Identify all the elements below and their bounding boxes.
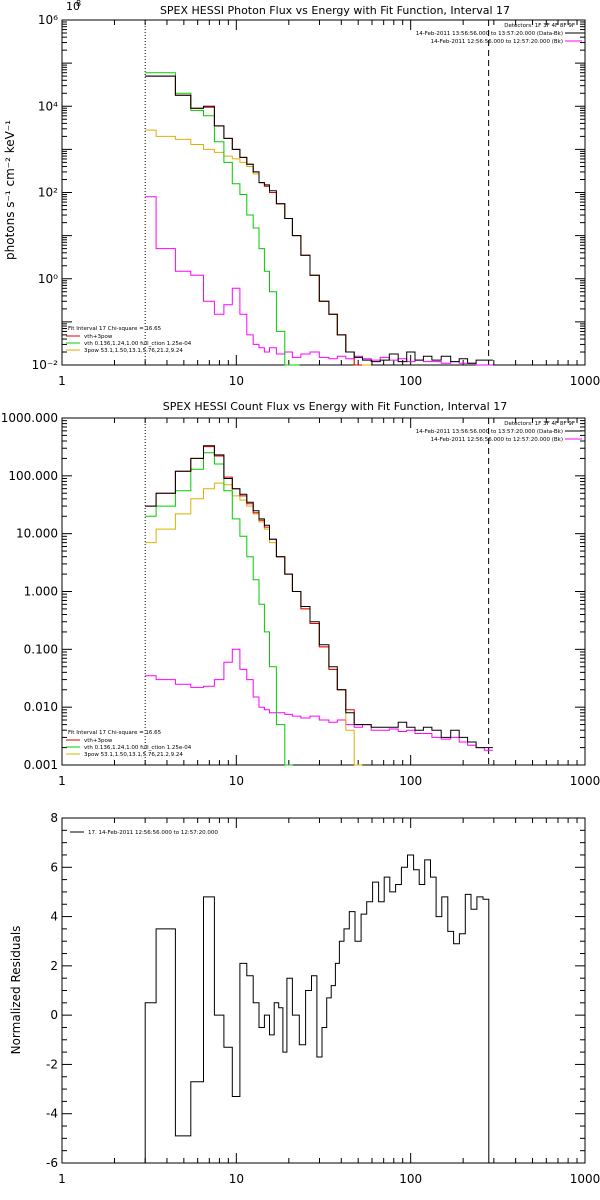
photon-series-vth-3pow bbox=[145, 75, 363, 366]
photon-header-data-bk: 14-Feb-2011 13:56:56.000 to 13:57:20.000… bbox=[416, 31, 563, 37]
residuals-y-tick-label: 0 bbox=[50, 1008, 58, 1022]
photon-x-tick-label: 10 bbox=[229, 374, 244, 388]
photon-x-tick-label: 1000 bbox=[570, 374, 600, 388]
photon-y-axis-max: 10 bbox=[66, 0, 80, 13]
photon-y-tick-label: 10⁴ bbox=[38, 99, 58, 113]
residuals-y-tick-label: -2 bbox=[46, 1057, 58, 1071]
count-y-tick-label: 100.000 bbox=[8, 469, 58, 483]
residuals-plot-frame bbox=[61, 817, 586, 1164]
count-y-tick-label: 0.100 bbox=[24, 642, 58, 656]
count-legend-title: Fit Interval 17 Chi-square = 16.65 bbox=[68, 730, 162, 736]
count-legend-pow: 3pow 53.1,1.50,13.1,5.76,21.2,9.24 bbox=[84, 752, 183, 758]
count-x-tick-label: 1000 bbox=[570, 774, 600, 788]
photon-y-axis-max-exponent: 8 bbox=[76, 0, 81, 8]
count-header-bk: 14-Feb-2011 12:56:56.000 to 12:57:20.000… bbox=[431, 437, 563, 443]
count-chart-title: SPEX HESSI Count Flux vs Energy with Fit… bbox=[163, 400, 507, 413]
count-series-data-bk bbox=[145, 445, 493, 749]
photon-x-tick-labels: 1 10 100 1000 bbox=[58, 374, 600, 388]
photon-y-tick-label: 10⁶ bbox=[38, 13, 58, 27]
count-header-data-bk: 14-Feb-2011 13:56:56.000 to 13:57:20.000… bbox=[416, 429, 563, 435]
residuals-x-tick-label: 1 bbox=[58, 1172, 66, 1186]
photon-reference-lines bbox=[144, 20, 490, 365]
count-y-tick-label: 10.000 bbox=[16, 527, 58, 541]
photon-series-vth bbox=[145, 72, 300, 366]
residuals-legend: 17. 14-Feb-2011 12:56:56.000 to 12:57:20… bbox=[70, 830, 218, 836]
residuals-y-tick-label: 4 bbox=[50, 910, 58, 924]
residuals-x-tick-label: 1000 bbox=[570, 1172, 600, 1186]
count-x-tick-labels: 1 10 100 1000 bbox=[58, 774, 600, 788]
count-axis-ticks bbox=[62, 417, 585, 766]
count-legend-total: vth+3pow bbox=[84, 738, 113, 744]
count-x-tick-label: 1 bbox=[58, 774, 66, 788]
photon-legend-pow: 3pow 53.1,1.50,13.1,5.76,21.2,9.24 bbox=[84, 348, 183, 354]
count-series-group bbox=[145, 445, 493, 766]
count-legend: Fit Interval 17 Chi-square = 16.65 vth+3… bbox=[66, 730, 192, 758]
photon-legend-total: vth+3pow bbox=[84, 334, 113, 340]
count-x-tick-label: 100 bbox=[399, 774, 422, 788]
count-y-tick-labels: 0.001 0.010 0.100 1.000 10.000 100.000 1000.00… bbox=[1, 411, 58, 772]
count-y-tick-label: 0.010 bbox=[24, 700, 58, 714]
photon-axis-ticks bbox=[62, 19, 585, 366]
photon-legend: Fit Interval 17 Chi-square = 16.65 vth+3… bbox=[66, 326, 192, 354]
residuals-y-tick-label: -6 bbox=[46, 1156, 58, 1170]
photon-series-data-bk bbox=[145, 75, 493, 364]
count-series-3pow bbox=[145, 482, 363, 766]
count-plot-frame bbox=[61, 417, 586, 766]
residuals-y-tick-labels: -6 -4 -2 0 2 4 6 8 bbox=[46, 811, 58, 1170]
residuals-panel: -6 -4 -2 0 2 4 6 8 1 10 100 1000 Normalized Residu… bbox=[9, 811, 600, 1186]
count-reference-lines bbox=[144, 418, 490, 765]
photon-y-tick-label: 10² bbox=[38, 186, 58, 200]
residuals-series-17-14-feb-2011-12-56-56-000-to-12-57-20-000 bbox=[144, 854, 490, 1163]
photon-y-tick-label: 10⁰ bbox=[38, 272, 58, 286]
count-series-bk bbox=[145, 648, 493, 751]
residuals-legend-label: 17. 14-Feb-2011 12:56:56.000 to 12:57:20… bbox=[88, 830, 218, 836]
photon-series-group bbox=[145, 72, 493, 366]
residuals-y-tick-label: 8 bbox=[50, 811, 58, 825]
photon-y-tick-label: 10⁻² bbox=[32, 358, 59, 372]
count-y-tick-label: 1.000 bbox=[24, 585, 58, 599]
count-flux-panel: SPEX HESSI Count Flux vs Energy with Fit… bbox=[1, 400, 600, 788]
count-y-tick-label: 0.001 bbox=[24, 758, 58, 772]
photon-y-tick-labels: 10⁻² 10⁰ 10² 10⁴ 10⁶ 8 bbox=[32, 0, 82, 372]
count-x-tick-label: 10 bbox=[229, 774, 244, 788]
photon-header-detectors: Detectors: 1F 3F 4F 8F 9F bbox=[504, 23, 575, 29]
residuals-series-group bbox=[144, 854, 490, 1163]
photon-chart-title: SPEX HESSI Photon Flux vs Energy with Fi… bbox=[160, 4, 510, 17]
photon-header-bk: 14-Feb-2011 12:56:56.000 to 12:57:20.000… bbox=[431, 39, 563, 45]
residuals-y-tick-label: 6 bbox=[50, 860, 58, 874]
residuals-y-tick-label: -4 bbox=[46, 1107, 58, 1121]
photon-x-tick-label: 100 bbox=[399, 374, 422, 388]
residuals-y-tick-label: 2 bbox=[50, 959, 58, 973]
count-series-vth bbox=[145, 452, 293, 766]
residuals-x-tick-label: 100 bbox=[399, 1172, 422, 1186]
photon-legend-title: Fit Interval 17 Chi-square = 16.65 bbox=[68, 326, 162, 332]
count-header-detectors: Detectors: 1F 3F 4F 8F 9F bbox=[504, 421, 575, 427]
count-legend-vth: vth 0.136,1.24,1.00 full_ction 1.25e-04 bbox=[84, 745, 192, 751]
residuals-axis-ticks bbox=[62, 817, 585, 1164]
photon-flux-panel: SPEX HESSI Photon Flux vs Energy with Fi… bbox=[3, 0, 600, 388]
photon-series-bk bbox=[145, 196, 493, 366]
count-header-block: Detectors: 1F 3F 4F 8F 9F 14-Feb-2011 13… bbox=[416, 421, 582, 443]
count-series-vth-3pow bbox=[145, 446, 363, 726]
photon-plot-frame bbox=[61, 19, 586, 366]
photon-header-block: Detectors: 1F 3F 4F 8F 9F 14-Feb-2011 13… bbox=[416, 23, 582, 45]
count-y-tick-label: 1000.000 bbox=[1, 411, 58, 425]
photon-y-axis-label: photons s⁻¹ cm⁻² keV⁻¹ bbox=[3, 120, 17, 260]
photon-x-tick-label: 1 bbox=[58, 374, 66, 388]
residuals-y-axis-label: Normalized Residuals bbox=[9, 926, 23, 1055]
photon-legend-vth: vth 0.136,1.24,1.00 full_ction 1.25e-04 bbox=[84, 341, 192, 347]
residuals-x-tick-labels: 1 10 100 1000 bbox=[58, 1172, 600, 1186]
residuals-x-tick-label: 10 bbox=[229, 1172, 244, 1186]
